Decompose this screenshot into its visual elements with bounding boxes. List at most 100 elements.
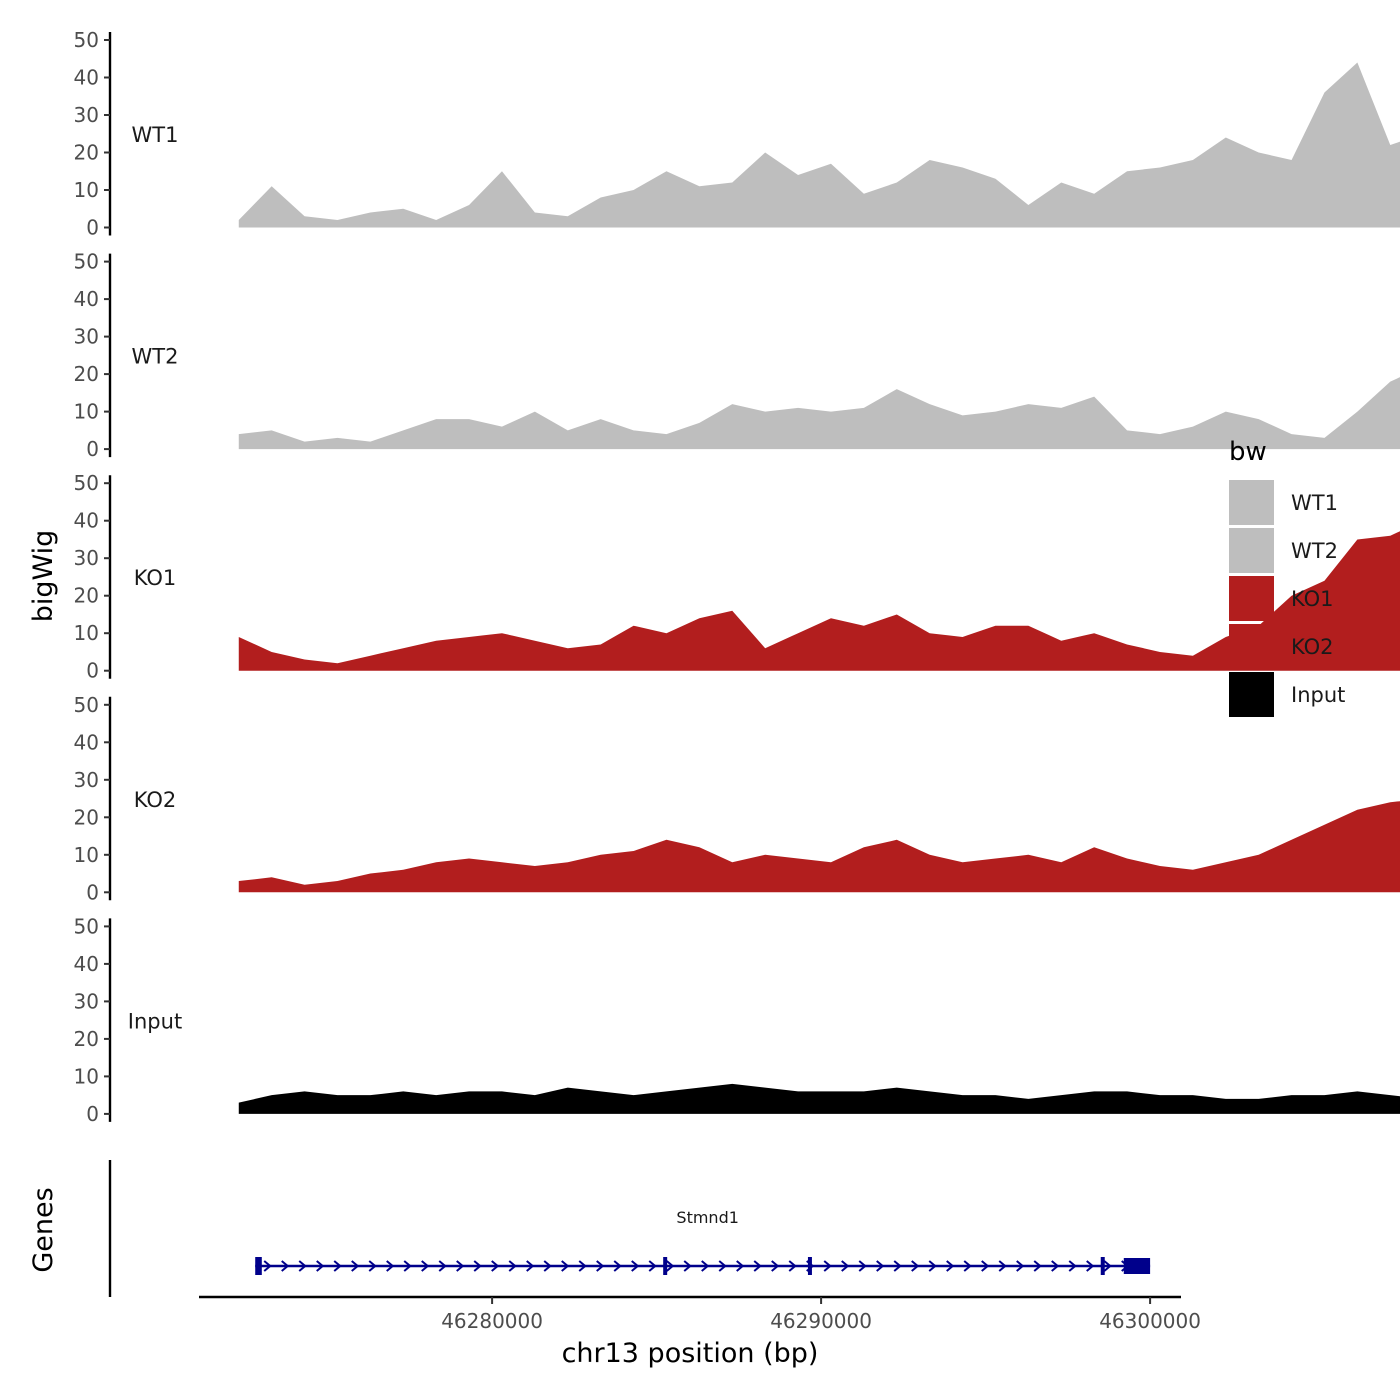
y-tick-label-input: 30 bbox=[74, 989, 99, 1013]
strand-arrow bbox=[823, 1260, 832, 1272]
area-ko2 bbox=[238, 801, 1400, 893]
strand-arrow bbox=[1068, 1260, 1077, 1272]
strand-arrow bbox=[893, 1260, 902, 1272]
strand-arrow bbox=[316, 1260, 325, 1272]
y-tick-label-wt2: 40 bbox=[74, 287, 99, 311]
area-input bbox=[238, 1083, 1400, 1114]
y-tick-label-input: 0 bbox=[86, 1102, 99, 1126]
y-tick-label-ko2: 0 bbox=[86, 880, 99, 904]
strand-arrow bbox=[771, 1260, 780, 1272]
track-ko2: 0 10 20 30 40 50 KO2 bbox=[74, 693, 1400, 904]
y-tick-label-input: 50 bbox=[74, 914, 99, 938]
strand-arrow bbox=[928, 1260, 937, 1272]
area-wt1 bbox=[238, 62, 1400, 228]
strand-arrow bbox=[368, 1260, 377, 1272]
signal-tracks: 0 10 20 30 40 50 WT1 0 10 20 30 40 50 WT2 0 10 20 30 40 50 K… bbox=[74, 28, 1400, 1126]
y-tick-label-input: 20 bbox=[74, 1027, 99, 1051]
legend-swatch-ko2 bbox=[1229, 624, 1274, 669]
strand-arrow bbox=[351, 1260, 360, 1272]
y-tick-label-ko2: 20 bbox=[74, 805, 99, 829]
strand-arrow bbox=[526, 1260, 535, 1272]
y-tick-label-wt2: 0 bbox=[86, 437, 99, 461]
exon bbox=[663, 1257, 668, 1275]
strand-arrow bbox=[333, 1260, 342, 1272]
gene-panel: Stmnd1 bbox=[108, 1160, 1151, 1297]
y-tick-label-ko1: 50 bbox=[74, 471, 99, 495]
track-wt1: 0 10 20 30 40 50 WT1 bbox=[74, 28, 1400, 240]
legend-label-wt2: WT2 bbox=[1291, 539, 1338, 563]
track-ko1: 0 10 20 30 40 50 KO1 bbox=[74, 471, 1400, 683]
track-wt2: 0 10 20 30 40 50 WT2 bbox=[74, 250, 1400, 461]
y-tick-label-ko1: 0 bbox=[86, 659, 99, 683]
track-label-ko1: KO1 bbox=[134, 566, 177, 590]
legend-title: bw bbox=[1229, 437, 1267, 467]
strand-arrow bbox=[1016, 1260, 1025, 1272]
legend-label-wt1: WT1 bbox=[1291, 491, 1338, 515]
strand-arrow bbox=[281, 1260, 290, 1272]
gene-label: Stmnd1 bbox=[676, 1208, 739, 1227]
strand-arrow bbox=[946, 1260, 955, 1272]
strand-arrow bbox=[543, 1260, 552, 1272]
y-tick-label-ko1: 30 bbox=[74, 546, 99, 570]
track-label-wt2: WT2 bbox=[132, 345, 179, 369]
strand-arrow bbox=[403, 1260, 412, 1272]
x-tick-label: 46280000 bbox=[441, 1309, 543, 1333]
strand-arrow bbox=[263, 1260, 272, 1272]
strand-arrow bbox=[298, 1260, 307, 1272]
strand-arrow bbox=[911, 1260, 920, 1272]
legend-label-ko1: KO1 bbox=[1291, 587, 1334, 611]
y-axis-title: bigWig bbox=[28, 530, 59, 623]
x-tick-label: 46300000 bbox=[1099, 1309, 1201, 1333]
strand-arrow bbox=[981, 1260, 990, 1272]
y-tick-label-ko2: 40 bbox=[74, 730, 99, 754]
exon bbox=[1100, 1257, 1105, 1275]
strand-arrow bbox=[386, 1260, 395, 1272]
strand-arrow bbox=[596, 1260, 605, 1272]
x-axis: 46280000 46290000 46300000 bbox=[199, 1295, 1201, 1333]
y-tick-label-input: 40 bbox=[74, 952, 99, 976]
strand-arrow bbox=[1086, 1260, 1095, 1272]
track-label-ko2: KO2 bbox=[134, 788, 177, 812]
exon bbox=[1123, 1258, 1151, 1274]
strand-arrow bbox=[631, 1260, 640, 1272]
strand-arrow bbox=[578, 1260, 587, 1272]
y-tick-label-wt2: 20 bbox=[74, 362, 99, 386]
legend-label-ko2: KO2 bbox=[1291, 635, 1334, 659]
legend-label-input: Input bbox=[1291, 683, 1345, 707]
x-axis-title: chr13 position (bp) bbox=[562, 1338, 819, 1369]
y-tick-label-wt2: 30 bbox=[74, 325, 99, 349]
y-tick-label-ko1: 20 bbox=[74, 584, 99, 608]
y-tick-label-wt1: 50 bbox=[74, 28, 99, 52]
strand-arrow bbox=[718, 1260, 727, 1272]
legend-swatch-input bbox=[1229, 672, 1274, 717]
strand-arrow bbox=[753, 1260, 762, 1272]
track-label-wt1: WT1 bbox=[132, 123, 179, 147]
exon bbox=[255, 1257, 262, 1275]
strand-arrow bbox=[1051, 1260, 1060, 1272]
y-tick-label-wt1: 40 bbox=[74, 66, 99, 90]
strand-arrow bbox=[666, 1260, 675, 1272]
y-tick-label-wt2: 50 bbox=[74, 250, 99, 274]
strand-arrow bbox=[613, 1260, 622, 1272]
strand-arrow bbox=[998, 1260, 1007, 1272]
legend-swatch-wt1 bbox=[1229, 480, 1274, 525]
y-tick-label-ko2: 30 bbox=[74, 768, 99, 792]
y-tick-label-wt1: 20 bbox=[74, 141, 99, 165]
strand-arrow bbox=[1033, 1260, 1042, 1272]
area-ko1 bbox=[238, 531, 1400, 671]
strand-arrow bbox=[736, 1260, 745, 1272]
genes-axis-title: Genes bbox=[28, 1187, 59, 1272]
legend-swatch-ko1 bbox=[1229, 576, 1274, 621]
area-wt2 bbox=[238, 377, 1400, 450]
legend: bw WT1 WT2 KO1 KO2 Input bbox=[1229, 437, 1345, 717]
y-tick-label-wt2: 10 bbox=[74, 400, 99, 424]
y-tick-label-ko2: 50 bbox=[74, 693, 99, 717]
strand-arrow bbox=[508, 1260, 517, 1272]
y-tick-label-ko2: 10 bbox=[74, 843, 99, 867]
x-tick-label: 46290000 bbox=[770, 1309, 872, 1333]
strand-arrow bbox=[438, 1260, 447, 1272]
strand-arrow bbox=[963, 1260, 972, 1272]
strand-arrow bbox=[648, 1260, 657, 1272]
strand-arrow bbox=[858, 1260, 867, 1272]
strand-arrow bbox=[456, 1260, 465, 1272]
